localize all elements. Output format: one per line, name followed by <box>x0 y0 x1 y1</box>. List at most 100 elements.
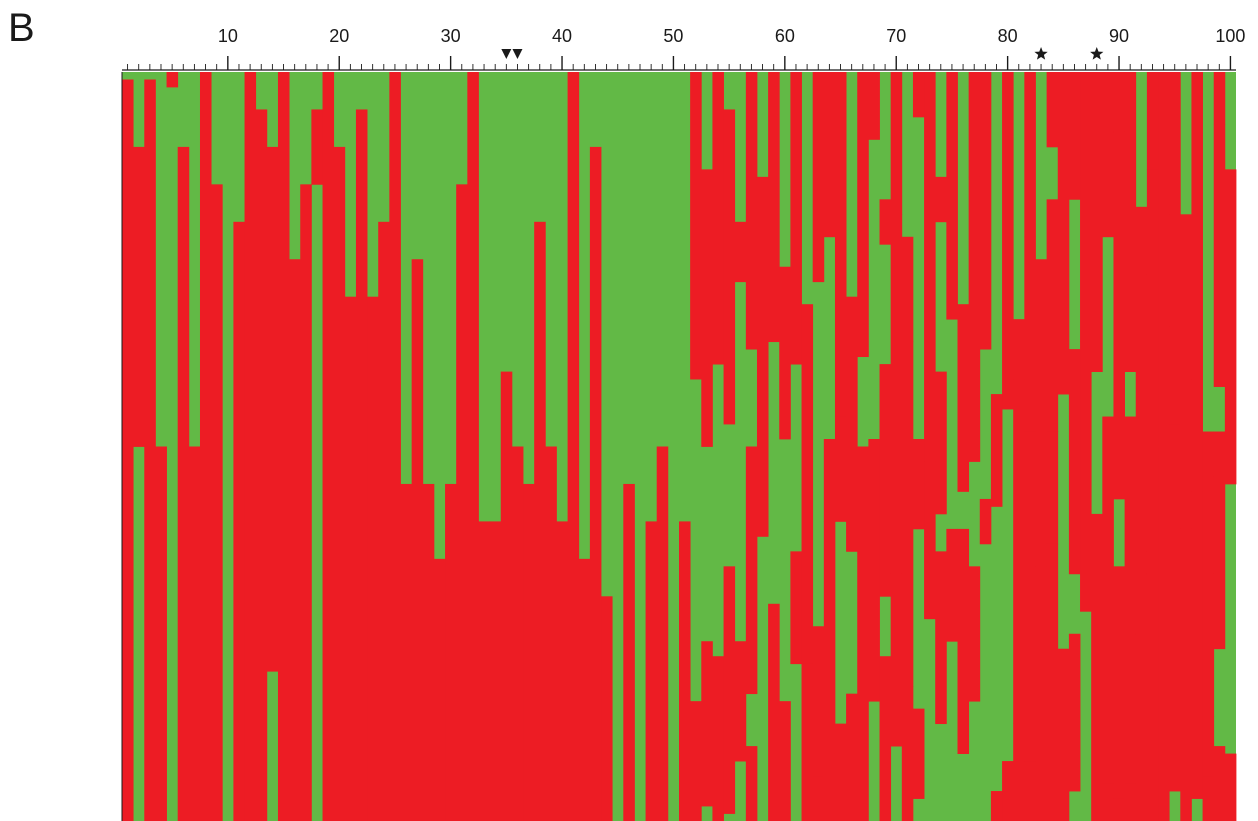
heatmap-cell <box>1013 319 1025 380</box>
heatmap-cell <box>924 72 936 313</box>
heatmap-cell <box>1113 798 1125 821</box>
heatmap-cell <box>166 72 179 88</box>
heatmap-cell <box>990 394 1003 507</box>
heatmap-cell <box>1068 72 1081 200</box>
heatmap-cell <box>1191 72 1203 380</box>
heatmap-cell <box>556 521 568 821</box>
heatmap-cell <box>122 79 134 821</box>
star-marker-icon <box>1090 47 1104 60</box>
heatmap-cell <box>300 184 312 821</box>
heatmap-cell <box>701 641 713 807</box>
heatmap-cell <box>1135 551 1148 635</box>
heatmap-cell <box>745 446 758 695</box>
heatmap-cell <box>244 72 257 821</box>
heatmap-cell <box>1013 723 1025 821</box>
heatmap-cell <box>1146 72 1159 170</box>
heatmap-cell <box>500 371 513 821</box>
heatmap-cell <box>445 483 457 821</box>
heatmap-cell <box>389 72 401 821</box>
heatmap-cell <box>846 296 858 552</box>
heatmap-cell <box>1169 424 1181 792</box>
heatmap-cell <box>1024 431 1036 762</box>
heatmap-cell <box>957 304 970 492</box>
heatmap-cell <box>277 72 290 821</box>
heatmap-cell <box>422 483 435 821</box>
heatmap-cell <box>333 146 346 821</box>
heatmap-cell <box>946 528 958 642</box>
heatmap-cell <box>400 483 413 821</box>
heatmap-cell <box>1080 72 1092 178</box>
heatmap-cell <box>534 221 546 821</box>
heatmap-cell <box>990 791 1003 821</box>
heatmap-cell <box>1113 379 1125 500</box>
heatmap-cell <box>901 686 914 821</box>
heatmap-cell <box>1113 131 1125 380</box>
heatmap-cell <box>1202 716 1215 777</box>
heatmap-cell <box>879 199 892 245</box>
heatmap-cell <box>823 521 836 754</box>
heatmap-cell <box>1113 72 1125 133</box>
heatmap-cell <box>1091 72 1103 372</box>
x-tick-label: 80 <box>998 26 1018 46</box>
heatmap-cell <box>979 72 992 350</box>
heatmap-cell <box>1080 176 1092 343</box>
heatmap-cell <box>690 72 702 380</box>
heatmap-cell <box>834 723 847 821</box>
heatmap-cell <box>812 626 825 687</box>
heatmap-cell <box>1002 72 1014 410</box>
heatmap-cell <box>1158 72 1170 447</box>
heatmap-cell <box>645 521 658 821</box>
heatmap-cell <box>1102 72 1114 238</box>
star-marker-icon <box>1034 47 1048 60</box>
heatmap-cell <box>734 221 747 283</box>
heatmap-cell <box>456 184 468 821</box>
heatmap-cell <box>1224 753 1237 821</box>
heatmap-cell <box>255 109 268 821</box>
heatmap-cell <box>1046 199 1059 432</box>
heatmap-cell <box>1124 416 1137 784</box>
heatmap-cell <box>523 483 535 821</box>
heatmap-cell <box>734 641 747 762</box>
heatmap-cell <box>823 753 836 821</box>
heatmap-cell <box>1191 491 1203 799</box>
x-tick-label: 60 <box>775 26 795 46</box>
heatmap-cell <box>1135 633 1148 821</box>
heatmap-cell <box>1035 566 1048 821</box>
heatmap-cell <box>812 72 825 283</box>
heatmap-cell <box>834 274 847 417</box>
heatmap-cell <box>589 146 602 821</box>
heatmap-cell <box>812 776 825 821</box>
heatmap-cell <box>144 79 156 821</box>
heatmap-cell <box>1113 566 1125 799</box>
heatmap-cell <box>289 259 301 821</box>
heatmap-cell <box>968 176 981 462</box>
heatmap-cell <box>1080 341 1092 612</box>
heatmap-cell <box>1102 416 1114 784</box>
heatmap-cell <box>901 341 914 687</box>
heatmap-cells <box>121 72 1237 821</box>
heatmap-cell <box>1046 72 1059 148</box>
heatmap-cell <box>1202 776 1215 821</box>
heatmap-cell <box>857 446 869 702</box>
triangle-marker-icon <box>501 49 512 59</box>
heatmap-cell <box>656 446 669 821</box>
heatmap-cell <box>834 416 847 522</box>
heatmap-cell <box>846 693 858 821</box>
heatmap-cell <box>344 296 357 821</box>
panel-label: B <box>8 6 35 50</box>
heatmap-cell <box>1135 206 1148 552</box>
x-tick-label: 30 <box>441 26 461 46</box>
heatmap-cell <box>1024 236 1036 432</box>
heatmap-cell <box>801 461 814 665</box>
heatmap-cell <box>1124 72 1137 372</box>
heatmap-cell <box>1169 326 1181 425</box>
x-tick-label: 20 <box>329 26 349 46</box>
heatmap-cell <box>578 558 591 821</box>
heatmap-cell <box>823 72 836 238</box>
heatmap-cell <box>1068 349 1081 575</box>
heatmap-cell <box>701 169 713 447</box>
heatmap-cell <box>1169 72 1181 215</box>
heatmap-cell <box>1191 379 1203 492</box>
heatmap-cell <box>1146 274 1159 575</box>
x-tick-label: 90 <box>1109 26 1129 46</box>
